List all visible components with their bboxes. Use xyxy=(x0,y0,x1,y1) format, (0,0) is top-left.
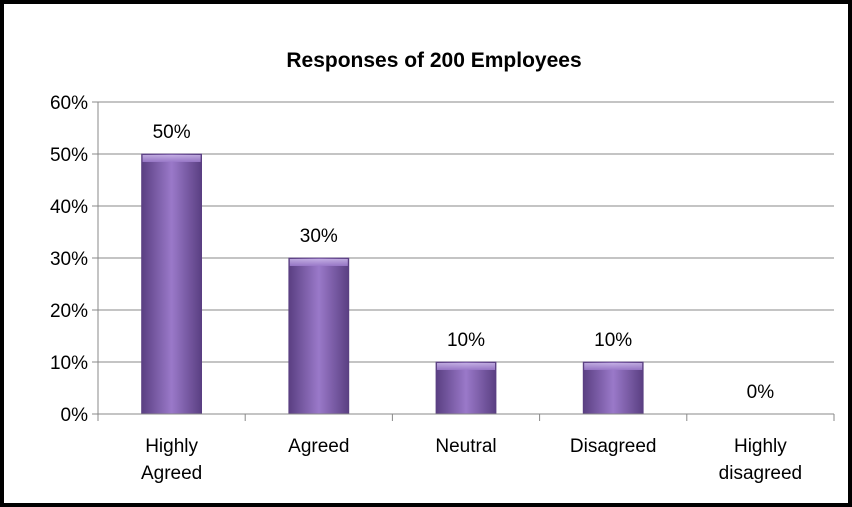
x-category-label: Highly xyxy=(734,436,787,457)
y-tick-label: 30% xyxy=(50,249,88,270)
x-category-label: Disagreed xyxy=(570,436,657,457)
bar-highlight xyxy=(437,363,495,370)
x-category-label: disagreed xyxy=(719,463,802,484)
y-tick-label: 0% xyxy=(61,405,89,426)
bar-highlight xyxy=(142,155,201,162)
bar xyxy=(582,361,644,415)
axes xyxy=(92,101,835,421)
bar xyxy=(141,153,203,415)
bar-highlight xyxy=(289,259,348,266)
data-label: 0% xyxy=(747,382,775,403)
y-tick-label: 50% xyxy=(50,145,88,166)
data-label: 30% xyxy=(300,226,338,247)
labels: 0% 10% 20% 30% 40% 50% 60% 50% Highly Agreed 30% Ag… xyxy=(50,93,802,484)
y-tick-label: 10% xyxy=(50,353,88,374)
x-category-label: Highly xyxy=(145,436,198,457)
bar-chart: Responses of 200 Employees 0% 10% 20% 30% 40… xyxy=(50,49,835,484)
data-label: 10% xyxy=(594,330,632,351)
x-category-label: Agreed xyxy=(288,436,349,457)
bars xyxy=(141,153,644,415)
y-tick-label: 20% xyxy=(50,301,88,322)
bar xyxy=(288,257,350,415)
x-category-label: Agreed xyxy=(141,463,202,484)
y-tick-label: 60% xyxy=(50,93,88,114)
x-category-label: Neutral xyxy=(435,436,496,457)
data-label: 50% xyxy=(153,122,191,143)
chart-title: Responses of 200 Employees xyxy=(286,49,581,72)
data-label: 10% xyxy=(447,330,485,351)
y-tick-label: 40% xyxy=(50,197,88,218)
bar-highlight xyxy=(584,363,643,370)
gridlines xyxy=(98,101,834,363)
